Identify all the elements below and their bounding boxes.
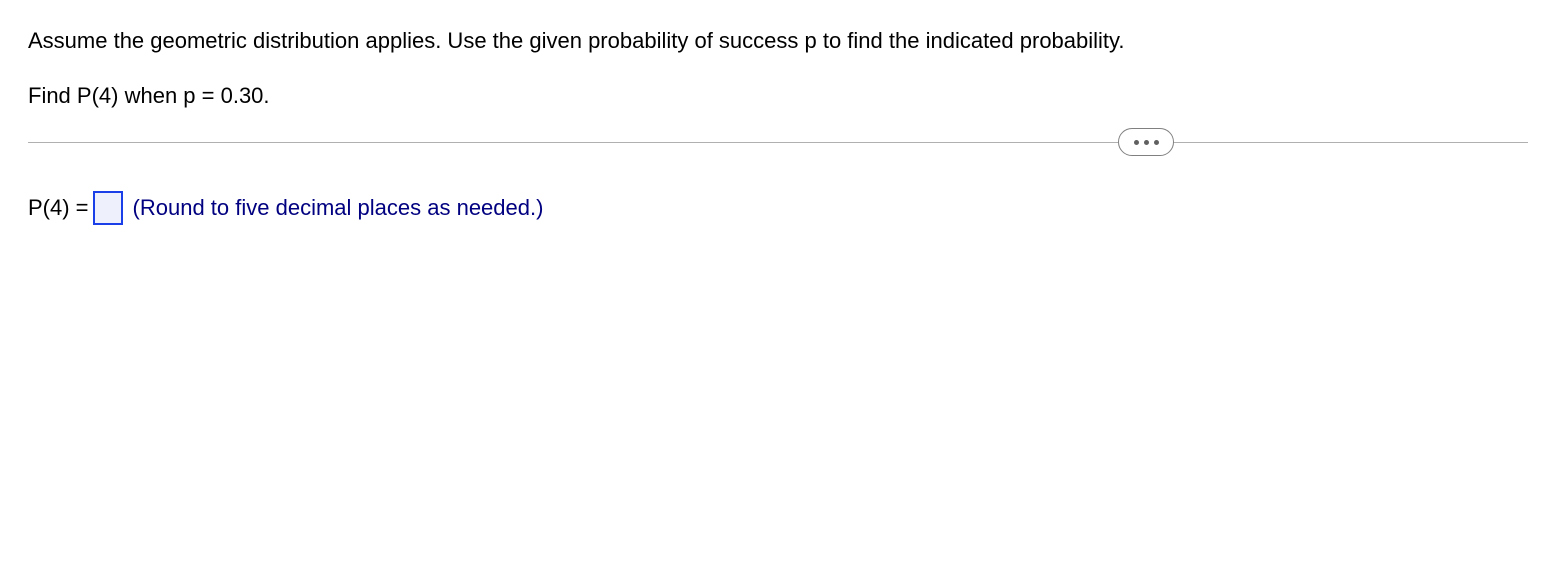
dot-icon bbox=[1154, 140, 1159, 145]
dot-icon bbox=[1134, 140, 1139, 145]
answer-input[interactable] bbox=[93, 191, 123, 225]
answer-row: P(4) = (Round to five decimal places as … bbox=[28, 191, 1528, 225]
divider-container bbox=[28, 142, 1528, 143]
question-line-2: Find P(4) when p = 0.30. bbox=[28, 79, 1528, 112]
more-options-button[interactable] bbox=[1118, 128, 1174, 156]
question-line-1: Assume the geometric distribution applie… bbox=[28, 24, 1528, 57]
answer-hint: (Round to five decimal places as needed.… bbox=[133, 195, 544, 221]
divider-line bbox=[28, 142, 1528, 143]
dot-icon bbox=[1144, 140, 1149, 145]
answer-label: P(4) = bbox=[28, 195, 89, 221]
